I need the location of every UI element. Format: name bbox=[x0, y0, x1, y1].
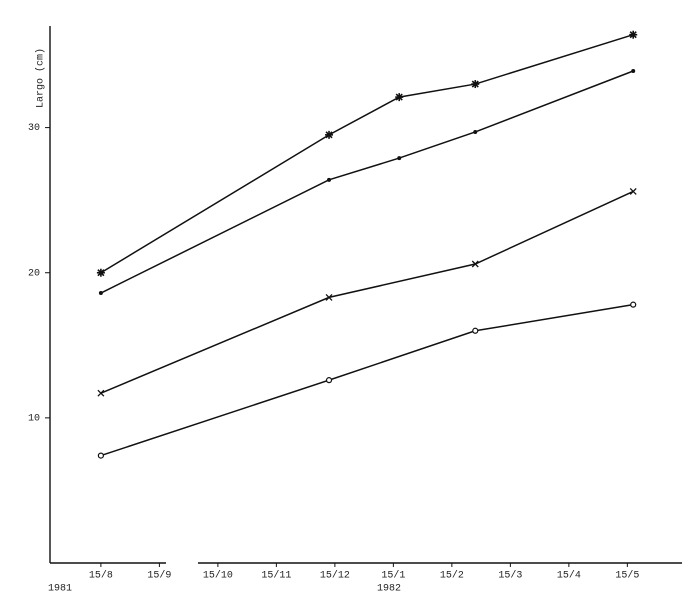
series-line bbox=[100, 190, 634, 394]
data-point bbox=[325, 130, 334, 139]
year-label: 1982 bbox=[377, 584, 401, 595]
x-tick-label: 15/9 bbox=[147, 570, 171, 582]
marker-dot bbox=[327, 177, 332, 182]
x-tick-label: 15/10 bbox=[203, 570, 233, 582]
x-tick-label: 15/3 bbox=[498, 570, 522, 582]
series-line bbox=[100, 33, 634, 274]
marker-stroke bbox=[629, 31, 637, 39]
year-label: 1981 bbox=[48, 584, 72, 595]
data-point bbox=[630, 301, 637, 308]
y-tick-label: 30 bbox=[28, 123, 40, 134]
data-point bbox=[98, 291, 103, 296]
x-tick-label: 15/2 bbox=[440, 570, 464, 582]
data-point bbox=[327, 177, 332, 182]
marker-circle bbox=[472, 327, 479, 334]
data-point bbox=[629, 30, 638, 39]
x-tick-label: 15/4 bbox=[557, 570, 581, 582]
marker-stroke bbox=[97, 389, 105, 397]
data-point bbox=[395, 93, 404, 102]
y-axis-label: Largo (cm) bbox=[35, 48, 47, 108]
marker-stroke bbox=[471, 80, 479, 88]
x-tick-label: 15/1 bbox=[381, 570, 405, 582]
marker-circle bbox=[630, 301, 637, 308]
x-tick-label: 15/8 bbox=[89, 570, 113, 582]
x-tick-label: 15/5 bbox=[615, 570, 639, 582]
data-point bbox=[325, 293, 333, 301]
marker-dot bbox=[473, 129, 478, 134]
data-point bbox=[325, 377, 333, 384]
marker-stroke bbox=[325, 293, 333, 301]
data-point bbox=[397, 156, 402, 161]
data-point bbox=[473, 129, 478, 134]
data-point bbox=[472, 327, 479, 334]
x-tick-label: 15/12 bbox=[320, 570, 350, 582]
data-point bbox=[629, 187, 637, 195]
data-point bbox=[97, 452, 104, 459]
y-tick-label: 10 bbox=[28, 414, 40, 425]
marker-stroke bbox=[395, 93, 403, 101]
marker-stroke bbox=[325, 131, 333, 139]
series-line bbox=[100, 70, 634, 294]
marker-dot bbox=[631, 68, 636, 73]
series-line bbox=[100, 303, 634, 457]
data-point bbox=[96, 268, 105, 277]
x-tick-label: 15/11 bbox=[261, 570, 291, 582]
data-point bbox=[471, 260, 479, 268]
marker-stroke bbox=[629, 187, 637, 195]
y-tick-label: 20 bbox=[28, 268, 40, 279]
marker-dot bbox=[397, 156, 402, 161]
data-point bbox=[471, 80, 480, 89]
marker-dot bbox=[98, 291, 103, 296]
data-point bbox=[97, 389, 105, 397]
data-point bbox=[631, 68, 636, 73]
marker-circle bbox=[325, 377, 333, 384]
marker-stroke bbox=[471, 260, 479, 268]
marker-circle bbox=[97, 452, 104, 459]
marker-stroke bbox=[97, 269, 105, 277]
